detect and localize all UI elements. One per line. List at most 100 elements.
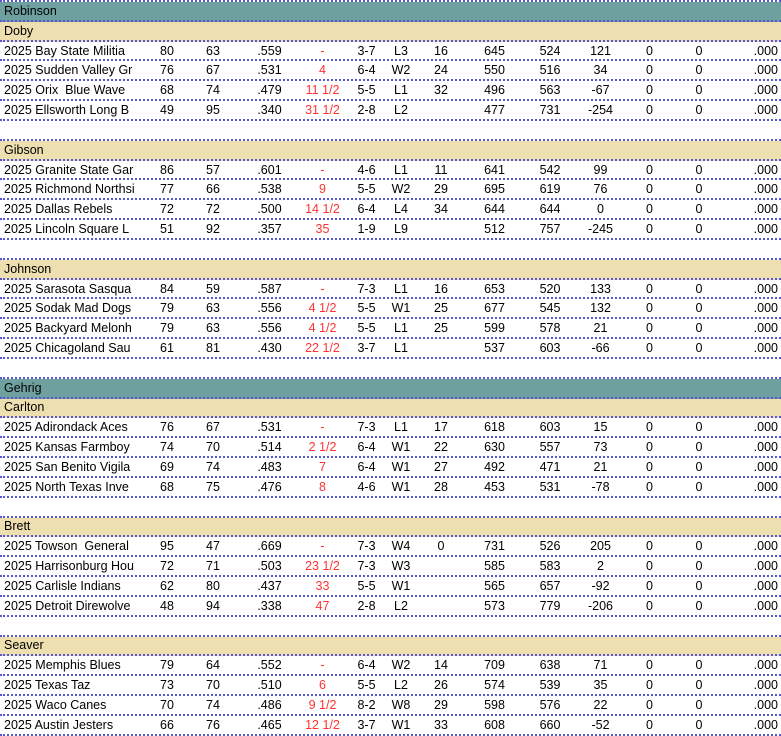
wins-cell: 68 <box>160 479 174 494</box>
run-diff-cell: -67 <box>591 83 610 98</box>
team-name-cell[interactable]: 2025 Harrisonburg Hou <box>4 559 134 574</box>
last-ten-cell: 5-5 <box>357 678 376 693</box>
team-row[interactable]: 2025 Adirondack Aces 76 67 .531 - 7-3 L1 17 618 6… <box>0 418 781 439</box>
team-name-cell[interactable]: 2025 Richmond Northsi <box>4 182 135 197</box>
team-row[interactable]: 2025 Sodak Mad Dogs 79 63 .556 4 1/2 5-5 W1 25 6… <box>0 299 781 320</box>
run-diff-cell: 132 <box>590 301 611 316</box>
team-name-cell[interactable]: 2025 Orix Blue Wave <box>4 83 126 98</box>
team-row[interactable]: 2025 Waco Canes 70 74 .486 9 1/2 8-2 W8 29 598 57… <box>0 695 781 716</box>
team-name-cell[interactable]: 2025 Ellsworth Long B <box>4 103 130 118</box>
magic-number-cell: 25 <box>434 301 448 316</box>
team-row[interactable]: 2025 Towson General 95 47 .669 - 7-3 W4 0 731 526… <box>0 537 781 558</box>
stat-pct-cell: .000 <box>753 479 778 494</box>
streak-cell: L9 <box>394 222 408 237</box>
games-back-cell: 6 <box>319 678 326 693</box>
games-back-cell: 31 1/2 <box>305 103 340 118</box>
team-name-cell[interactable]: 2025 Kansas Farmboy <box>4 440 130 455</box>
run-diff-cell: 2 <box>597 559 604 574</box>
stat-two-cell: 0 <box>695 103 703 118</box>
stat-two-cell: 0 <box>695 658 703 673</box>
stat-two-cell: 0 <box>695 717 703 732</box>
losses-cell: 72 <box>206 202 220 217</box>
team-row[interactable]: 2025 Carlisle Indians 62 80 .437 33 5-5 W1 565 6… <box>0 577 781 597</box>
team-name-cell[interactable]: 2025 Chicagoland Sau <box>4 340 131 355</box>
team-row[interactable]: 2025 Dallas Rebels 72 72 .500 14 1/2 6-4 L4 34 6… <box>0 200 781 221</box>
streak-cell: W1 <box>391 440 411 455</box>
team-row[interactable]: 2025 Detroit Direwolve 48 94 .338 47 2-8 L2 573… <box>0 596 781 617</box>
win-pct-cell: .430 <box>257 340 282 355</box>
streak-cell: W1 <box>391 459 411 474</box>
team-row[interactable]: 2025 North Texas Inve 68 75 .476 8 4-6 W1 28 453… <box>0 477 781 498</box>
team-name-cell[interactable]: 2025 Sodak Mad Dogs <box>4 301 132 316</box>
team-row[interactable]: 2025 Harrisonburg Hou 72 71 .503 23 1/2 7-3 W3… <box>0 557 781 578</box>
team-row[interactable]: 2025 Texas Taz 73 70 .510 6 5-5 L2 26 574 539 35 0 0… <box>0 676 781 696</box>
team-name-cell[interactable]: 2025 Backyard Melonh <box>4 321 132 336</box>
last-ten-cell: 5-5 <box>357 321 376 336</box>
team-name-cell[interactable]: 2025 Sarasota Sasqua <box>4 281 132 296</box>
team-name-cell[interactable]: 2025 Waco Canes <box>4 697 107 712</box>
team-row[interactable]: 2025 Backyard Melonh 79 63 .556 4 1/2 5-5 L1 25… <box>0 319 781 340</box>
runs-allowed-cell: 660 <box>539 717 561 732</box>
last-ten-cell: 5-5 <box>357 83 376 98</box>
team-row[interactable]: 2025 Granite State Gar 86 57 .601 - 4-6 L1 11 64… <box>0 160 781 181</box>
streak-cell: W1 <box>391 479 411 494</box>
stat-one-cell: 0 <box>646 83 653 98</box>
wins-cell: 70 <box>160 697 174 712</box>
stat-pct-cell: .000 <box>753 103 778 118</box>
runs-scored-cell: 695 <box>484 182 505 197</box>
run-diff-cell: -78 <box>591 479 610 494</box>
stat-two-cell: 0 <box>695 301 703 316</box>
team-row[interactable]: 2025 Sarasota Sasqua 84 59 .587 - 7-3 L1 16 653 5… <box>0 279 781 300</box>
team-row[interactable]: 2025 Bay State Militia 80 63 .559 - 3-7 L3 16 64… <box>0 41 781 62</box>
magic-number-cell: 28 <box>434 479 448 494</box>
team-name-cell[interactable]: 2025 Bay State Militia <box>4 43 125 58</box>
runs-scored-cell: 644 <box>484 202 505 217</box>
team-name-cell[interactable]: 2025 Adirondack Aces <box>4 420 128 435</box>
team-name-cell[interactable]: 2025 North Texas Inve <box>4 479 129 494</box>
team-name-cell[interactable]: 2025 San Benito Vigila <box>4 459 131 474</box>
runs-scored-cell: 492 <box>484 459 505 474</box>
streak-cell: L1 <box>394 321 408 336</box>
stat-one-cell: 0 <box>646 43 653 58</box>
runs-scored-cell: 537 <box>484 340 505 355</box>
team-row[interactable]: 2025 San Benito Vigila 69 74 .483 7 6-4 W1 27 49… <box>0 458 781 478</box>
team-name-cell[interactable]: 2025 Lincoln Square L <box>4 222 130 237</box>
team-row[interactable]: 2025 Richmond Northsi 77 66 .538 9 5-5 W2 29 695… <box>0 180 781 201</box>
stat-two-cell: 0 <box>695 420 703 435</box>
magic-number-cell: 16 <box>434 43 448 58</box>
wins-cell: 84 <box>160 281 174 296</box>
run-diff-cell: 71 <box>593 658 608 673</box>
team-row[interactable]: 2025 Kansas Farmboy 74 70 .514 2 1/2 6-4 W1 22 6… <box>0 438 781 459</box>
wins-cell: 49 <box>160 103 174 118</box>
streak-cell: L2 <box>394 678 408 693</box>
run-diff-cell: 73 <box>593 440 608 455</box>
team-name-cell[interactable]: 2025 Texas Taz <box>4 678 91 693</box>
magic-number-cell: 14 <box>434 658 448 673</box>
team-name-cell[interactable]: 2025 Towson General <box>4 539 129 554</box>
team-row[interactable]: 2025 Memphis Blues 79 64 .552 - 6-4 W2 14 709 638… <box>0 656 781 677</box>
team-name-cell[interactable]: 2025 Sudden Valley Gr <box>4 63 133 78</box>
runs-allowed-cell: 539 <box>539 678 561 693</box>
stat-two-cell: 0 <box>695 182 703 197</box>
stat-two-cell: 0 <box>695 83 703 98</box>
team-name-cell[interactable]: 2025 Granite State Gar <box>4 162 134 177</box>
team-name-cell[interactable]: 2025 Carlisle Indians <box>4 578 121 593</box>
team-row[interactable]: 2025 Austin Jesters 66 76 .465 12 1/2 3-7 W1 33… <box>0 715 781 736</box>
team-row[interactable]: 2025 Orix Blue Wave 68 74 .479 11 1/2 5-5 L1 32… <box>0 81 781 102</box>
losses-cell: 59 <box>206 281 220 296</box>
team-name-cell[interactable]: 2025 Detroit Direwolve <box>4 598 131 613</box>
run-diff-cell: 0 <box>597 202 604 217</box>
losses-cell: 81 <box>206 340 220 355</box>
team-name-cell[interactable]: 2025 Memphis Blues <box>4 658 121 673</box>
streak-cell: L2 <box>394 103 408 118</box>
run-diff-cell: 22 <box>593 697 608 712</box>
team-row[interactable]: 2025 Chicagoland Sau 61 81 .430 22 1/2 3-7 L1 5… <box>0 339 781 359</box>
games-back-cell: 23 1/2 <box>305 559 340 574</box>
win-pct-cell: .357 <box>257 222 282 237</box>
league-header-robinson: Robinson <box>0 2 781 22</box>
team-row[interactable]: 2025 Sudden Valley Gr 76 67 .531 4 6-4 W2 24 550… <box>0 61 781 82</box>
team-row[interactable]: 2025 Ellsworth Long B 49 95 .340 31 1/2 2-8 L2… <box>0 101 781 121</box>
team-row[interactable]: 2025 Lincoln Square L 51 92 .357 35 1-9 L9 512 7… <box>0 220 781 240</box>
team-name-cell[interactable]: 2025 Austin Jesters <box>4 717 114 732</box>
team-name-cell[interactable]: 2025 Dallas Rebels <box>4 202 113 217</box>
